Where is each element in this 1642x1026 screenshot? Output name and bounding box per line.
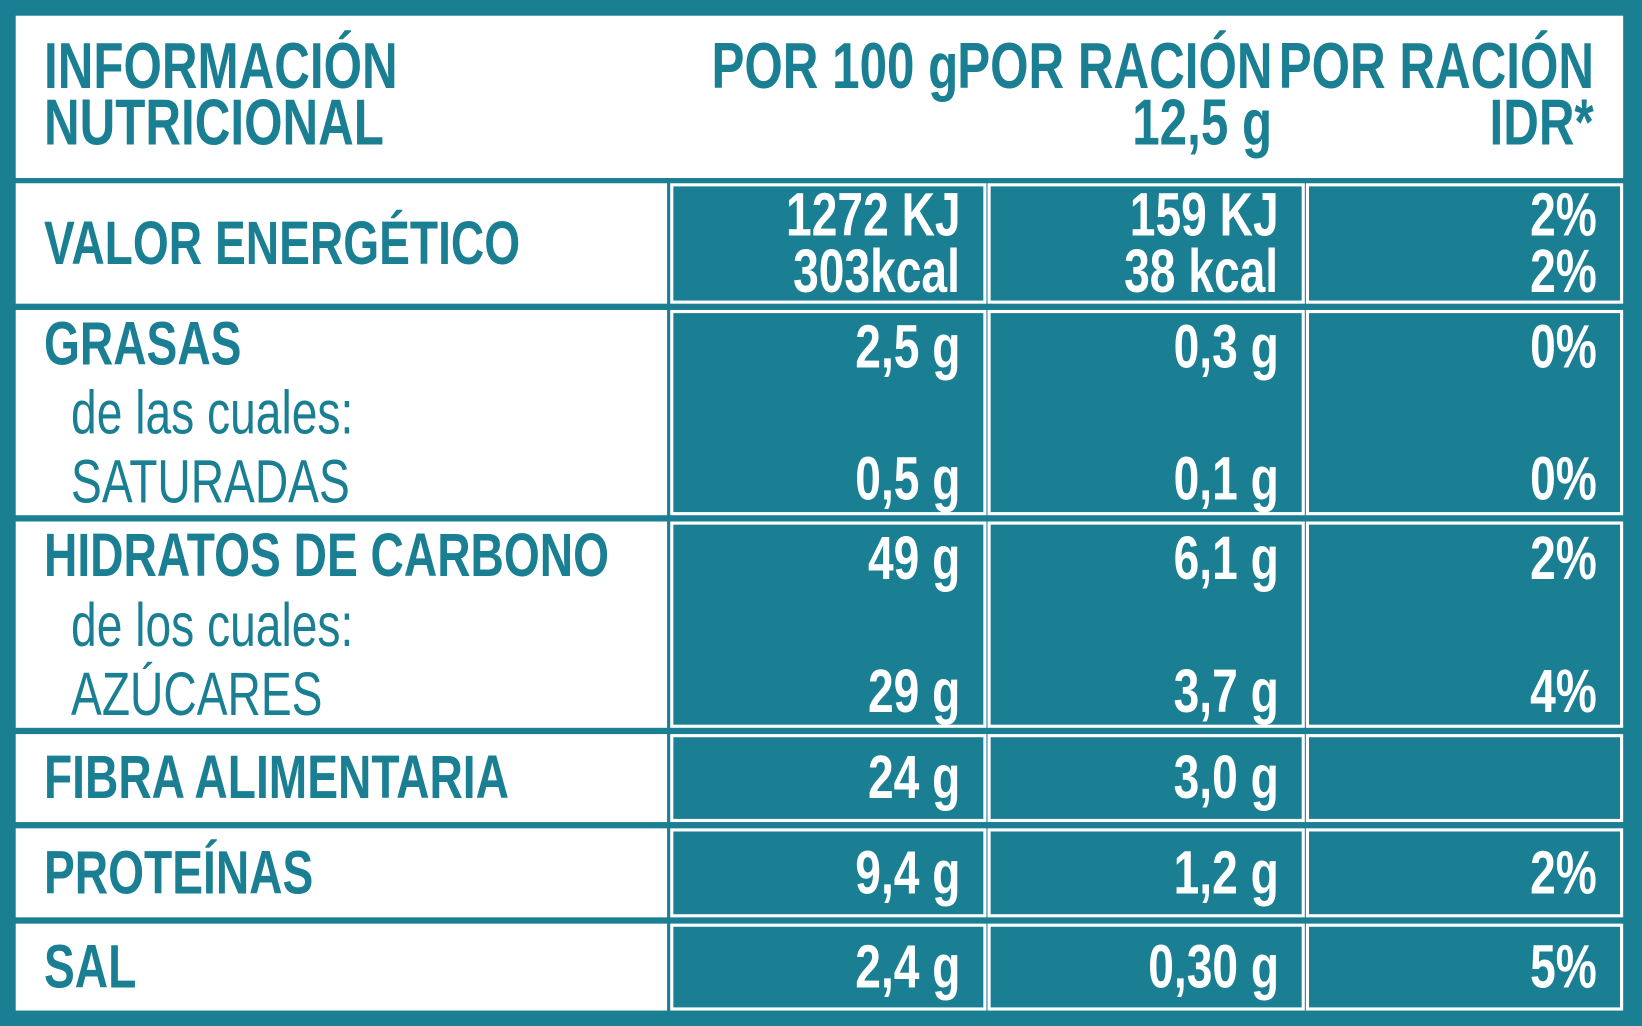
value-cell: 9,4 g: [670, 828, 987, 918]
label-text: HIDRATOS DE CARBONO: [43, 521, 610, 590]
value-cell: 2,4 g: [670, 923, 987, 1011]
value: 3,7 g: [1173, 657, 1279, 726]
label-text: AZÚCARES: [71, 660, 323, 729]
value-cell: 1272 KJ 303kcal: [670, 180, 987, 306]
label-text: GRASAS: [43, 309, 242, 379]
header: INFORMACIÓN NUTRICIONAL POR 100 g POR RAC…: [15, 15, 1624, 179]
value-cell: 2% 4%: [1305, 521, 1624, 728]
column-header-line: POR RACIÓN: [957, 30, 1273, 103]
column-header: POR RACIÓN 12,5 g: [858, 30, 1273, 160]
value-cell: 0,30 g: [987, 923, 1305, 1011]
value: 3,0 g: [1173, 743, 1279, 812]
title: INFORMACIÓN NUTRICIONAL: [43, 30, 509, 160]
value: 159 KJ: [1129, 180, 1279, 249]
column-header-line: POR RACIÓN: [1278, 30, 1594, 103]
value: 29 g: [867, 657, 961, 726]
title-line: INFORMACIÓN: [43, 30, 398, 103]
value: 4%: [1530, 657, 1597, 726]
row-label: FIBRA ALIMENTARIA: [15, 734, 668, 823]
value: 0,5 g: [855, 445, 961, 514]
value: 2%: [1530, 180, 1597, 249]
value: 0,3 g: [1173, 313, 1279, 382]
value-cell: 6,1 g 3,7 g: [987, 521, 1305, 728]
label-text: FIBRA ALIMENTARIA: [43, 743, 509, 812]
title-line: NUTRICIONAL: [43, 86, 384, 160]
label-text: PROTEÍNAS: [43, 838, 314, 907]
value: 1,2 g: [1173, 838, 1279, 907]
value: 49 g: [867, 524, 961, 593]
value-cell: 2% 2%: [1305, 180, 1624, 306]
value: 6,1 g: [1173, 524, 1279, 593]
column-header: POR 100 g: [633, 30, 959, 103]
column-header-line: POR 100 g: [711, 30, 959, 103]
value: 303kcal: [793, 237, 961, 306]
row-label: GRASAS de las cuales: SATURADAS: [15, 309, 668, 517]
value-cell: 24 g: [670, 734, 987, 823]
value-cell: 5%: [1305, 923, 1624, 1011]
label-text: SATURADAS: [71, 448, 350, 517]
value: 5%: [1530, 932, 1597, 1001]
label-note: de las cuales:: [71, 379, 354, 448]
column-header-line: 12,5 g: [1132, 86, 1273, 160]
label-text: VALOR ENERGÉTICO: [43, 208, 521, 277]
value: 0,1 g: [1173, 445, 1279, 514]
column-header-line: IDR*: [1489, 86, 1594, 160]
value: 2,5 g: [855, 313, 961, 382]
value-cell: 3,0 g: [987, 734, 1305, 823]
value: 38 kcal: [1124, 237, 1279, 306]
value: 1272 KJ: [785, 180, 961, 249]
value-cell: 1,2 g: [987, 828, 1305, 918]
value-cell: 159 KJ 38 kcal: [987, 180, 1305, 306]
value: 2,4 g: [855, 932, 961, 1001]
value: 2%: [1530, 838, 1597, 907]
value: 9,4 g: [855, 838, 961, 907]
value: 0%: [1530, 313, 1597, 382]
value: 2%: [1530, 237, 1597, 306]
column-header: POR RACIÓN IDR*: [1179, 30, 1594, 160]
value: 0%: [1530, 445, 1597, 514]
row-label: VALOR ENERGÉTICO: [15, 183, 668, 304]
label-text: SAL: [43, 932, 137, 1001]
value: 2%: [1530, 524, 1597, 593]
value: 24 g: [867, 743, 961, 812]
value-cell: 0% 0%: [1305, 309, 1624, 516]
row-label: SAL: [15, 923, 668, 1011]
value-cell: 0,3 g 0,1 g: [987, 309, 1305, 516]
value-cell: [1305, 734, 1624, 823]
value-cell: 2%: [1305, 828, 1624, 918]
row-label: HIDRATOS DE CARBONO de los cuales: AZÚCARE…: [15, 521, 668, 729]
value: 0,30 g: [1147, 932, 1279, 1001]
value-cell: 49 g 29 g: [670, 521, 987, 728]
value-cell: 2,5 g 0,5 g: [670, 309, 987, 516]
row-label: PROTEÍNAS: [15, 828, 668, 918]
label-note: de los cuales:: [71, 591, 354, 660]
